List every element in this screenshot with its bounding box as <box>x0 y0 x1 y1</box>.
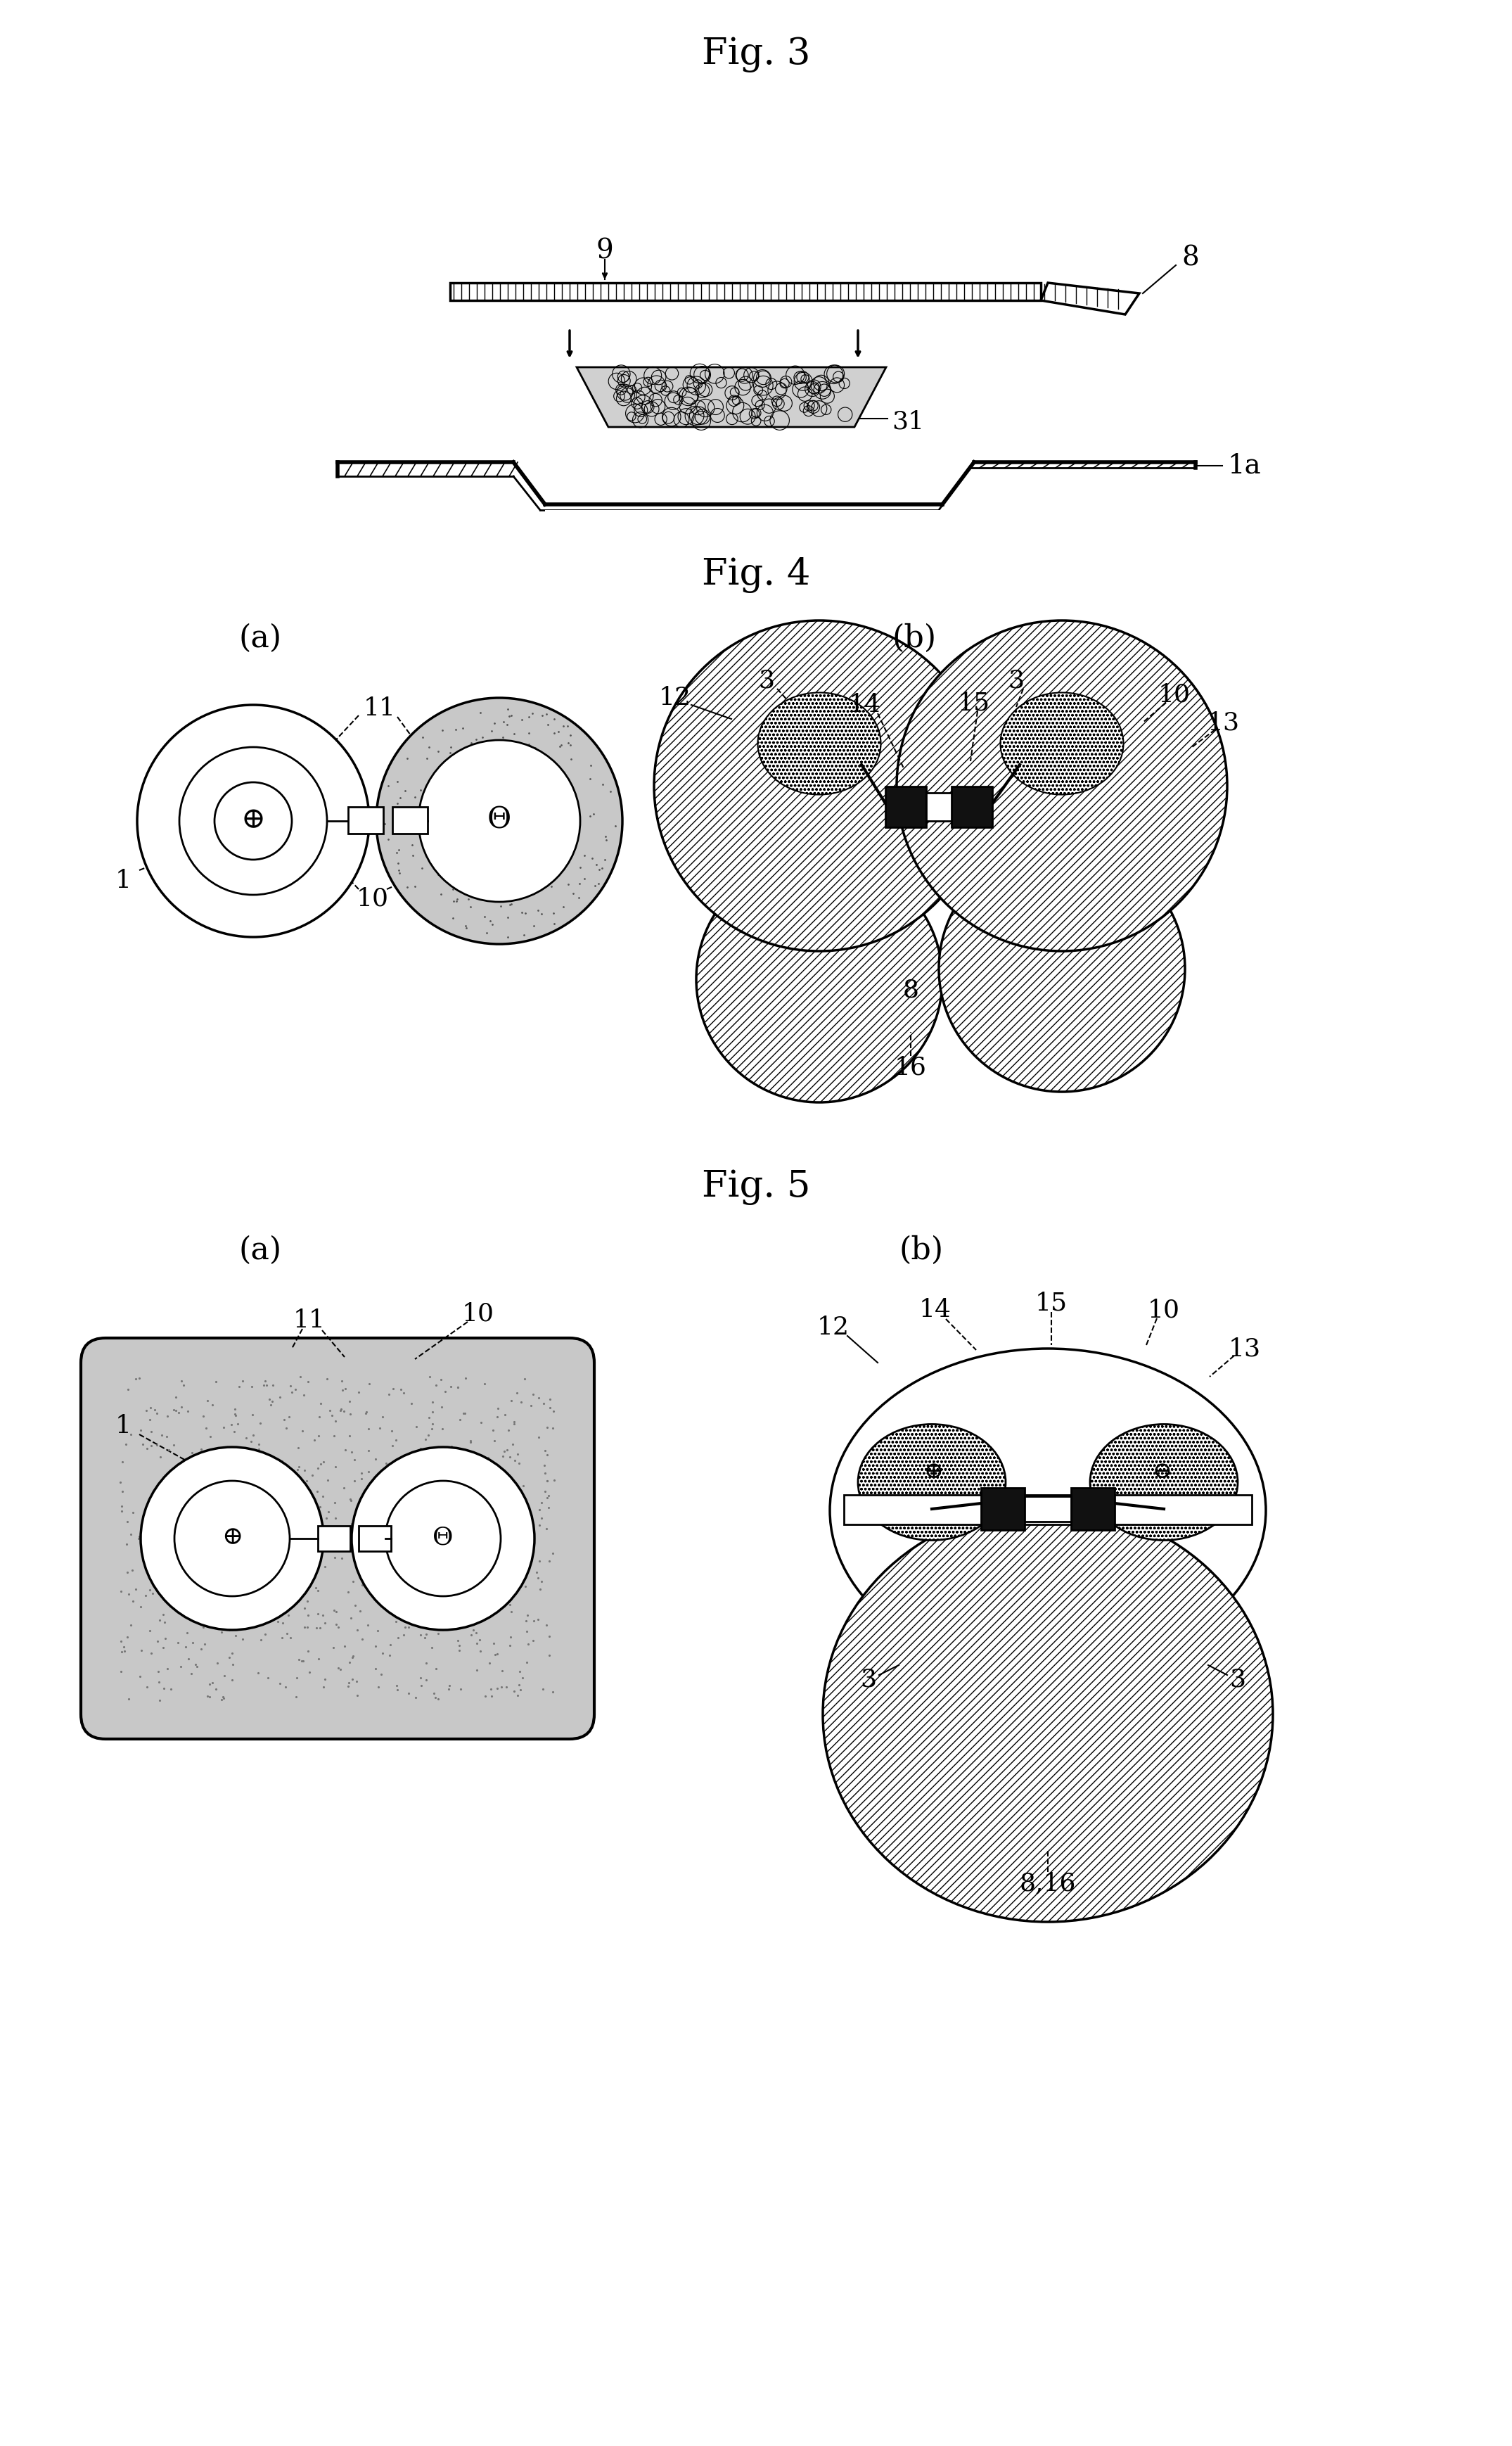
Text: ⊕: ⊕ <box>924 1460 943 1482</box>
Text: Θ: Θ <box>432 1526 454 1548</box>
Polygon shape <box>576 367 886 428</box>
Text: 31: 31 <box>892 408 924 433</box>
Text: 14: 14 <box>919 1299 951 1321</box>
FancyBboxPatch shape <box>393 807 428 834</box>
Circle shape <box>936 631 1223 920</box>
Text: 10: 10 <box>463 1301 494 1326</box>
Text: 15: 15 <box>957 690 990 714</box>
Text: (a): (a) <box>239 624 281 653</box>
Circle shape <box>180 746 327 895</box>
Text: 1: 1 <box>115 868 132 893</box>
Text: ⊖: ⊖ <box>1152 1460 1172 1482</box>
Circle shape <box>419 741 581 903</box>
Text: (b): (b) <box>900 1235 943 1265</box>
Text: 13: 13 <box>1229 1336 1261 1360</box>
Circle shape <box>655 621 984 951</box>
FancyBboxPatch shape <box>927 793 951 822</box>
Ellipse shape <box>758 692 881 795</box>
Text: 10: 10 <box>357 885 389 910</box>
Ellipse shape <box>823 1507 1273 1923</box>
Text: Θ: Θ <box>487 805 511 834</box>
Text: 15: 15 <box>1036 1291 1067 1316</box>
Text: 10: 10 <box>1148 1299 1179 1321</box>
Text: 12: 12 <box>816 1316 850 1340</box>
Polygon shape <box>451 284 1040 301</box>
FancyBboxPatch shape <box>844 1495 1252 1524</box>
Circle shape <box>141 1448 324 1629</box>
Text: 11: 11 <box>293 1309 325 1333</box>
FancyBboxPatch shape <box>1070 1487 1114 1531</box>
Circle shape <box>939 846 1185 1091</box>
Circle shape <box>376 697 623 944</box>
Text: (a): (a) <box>239 1235 281 1265</box>
Polygon shape <box>1040 284 1139 316</box>
FancyBboxPatch shape <box>544 511 942 553</box>
Text: 1a: 1a <box>1228 453 1261 479</box>
Circle shape <box>215 783 292 859</box>
Circle shape <box>897 621 1228 951</box>
Text: ⊕: ⊕ <box>240 805 266 834</box>
Circle shape <box>352 1448 534 1629</box>
Text: 10: 10 <box>1158 682 1190 707</box>
Circle shape <box>696 856 942 1103</box>
Ellipse shape <box>857 1424 1005 1541</box>
Text: 8: 8 <box>903 978 919 1003</box>
FancyBboxPatch shape <box>80 1338 594 1739</box>
Text: 3: 3 <box>759 668 774 692</box>
Text: 3: 3 <box>1009 668 1024 692</box>
FancyBboxPatch shape <box>348 807 383 834</box>
Text: 14: 14 <box>848 692 881 717</box>
Ellipse shape <box>830 1348 1266 1673</box>
FancyBboxPatch shape <box>1025 1497 1070 1521</box>
FancyBboxPatch shape <box>318 1526 351 1551</box>
Ellipse shape <box>1090 1424 1238 1541</box>
Text: Fig. 3: Fig. 3 <box>702 37 810 71</box>
Ellipse shape <box>1001 692 1123 795</box>
Text: 3: 3 <box>1229 1668 1246 1690</box>
Text: (b): (b) <box>892 624 936 653</box>
FancyBboxPatch shape <box>358 1526 392 1551</box>
Text: 3: 3 <box>860 1668 877 1690</box>
Text: 8: 8 <box>1181 245 1199 272</box>
Text: 13: 13 <box>1208 709 1240 734</box>
FancyBboxPatch shape <box>981 1487 1025 1531</box>
FancyBboxPatch shape <box>951 788 992 827</box>
Circle shape <box>174 1480 290 1597</box>
FancyBboxPatch shape <box>886 788 927 827</box>
Text: 11: 11 <box>363 697 396 722</box>
Text: 12: 12 <box>659 685 691 709</box>
Text: 9: 9 <box>596 237 614 264</box>
Text: Fig. 5: Fig. 5 <box>702 1169 810 1206</box>
Circle shape <box>138 704 369 937</box>
Text: ⊕: ⊕ <box>221 1526 243 1548</box>
Text: 1: 1 <box>115 1414 132 1438</box>
Text: 8,16: 8,16 <box>1019 1871 1077 1896</box>
Circle shape <box>386 1480 500 1597</box>
Circle shape <box>658 631 947 920</box>
Text: 16: 16 <box>895 1054 927 1079</box>
Text: Fig. 4: Fig. 4 <box>702 558 810 592</box>
